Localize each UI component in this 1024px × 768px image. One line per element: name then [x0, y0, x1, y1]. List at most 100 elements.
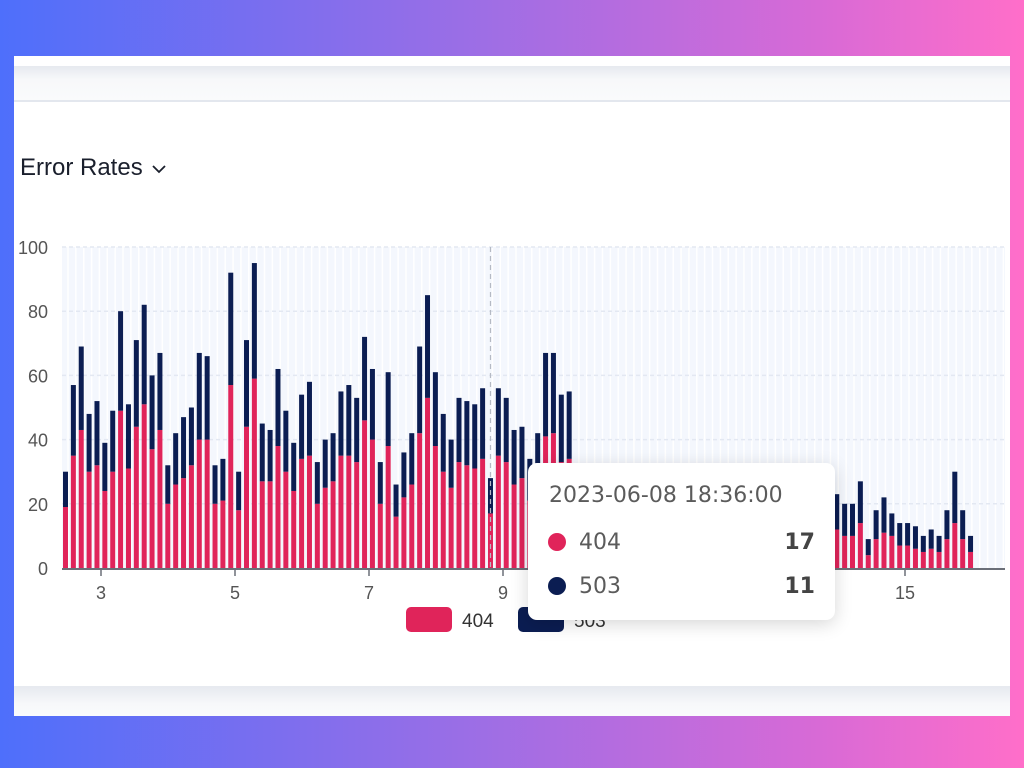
bar-503: [204, 356, 210, 440]
card-footer-band: [14, 686, 1010, 716]
bar-503: [330, 433, 336, 482]
bar-503: [322, 439, 328, 488]
bar-503: [857, 481, 863, 524]
bar-404: [519, 478, 525, 568]
bar-404: [889, 535, 895, 568]
bar-503: [63, 471, 68, 508]
bar-404: [401, 497, 407, 568]
bar-404: [905, 545, 911, 568]
bar-503: [912, 526, 918, 549]
bar-404: [472, 468, 478, 568]
tooltip-value: 11: [784, 573, 815, 599]
bar-503: [881, 497, 887, 533]
bar-404: [385, 446, 391, 568]
chart-title-dropdown[interactable]: Error Rates: [20, 154, 167, 182]
x-tick-label: 7: [364, 583, 374, 603]
bar-503: [181, 417, 187, 479]
bar-404: [417, 433, 423, 568]
bar-404: [188, 465, 194, 568]
bar-503: [472, 404, 478, 469]
bar-503: [78, 346, 84, 430]
tooltip-label: 503: [579, 573, 621, 599]
bar-503: [401, 452, 407, 498]
bar-503: [850, 503, 855, 536]
bar-503: [464, 401, 470, 466]
bar-404: [110, 471, 116, 568]
bar-404: [912, 548, 918, 568]
bar-503: [897, 523, 903, 546]
bar-503: [141, 304, 147, 405]
bar-404: [228, 385, 234, 568]
bar-404: [267, 481, 273, 568]
chevron-down-icon: [152, 165, 166, 174]
bar-404: [487, 513, 493, 568]
legend-swatch-404: [406, 607, 452, 632]
bar-404: [936, 551, 942, 568]
bar-503: [149, 375, 155, 450]
bar-404: [330, 481, 336, 568]
bar-404: [251, 378, 257, 568]
bar-404: [354, 462, 360, 568]
bar-404: [881, 532, 887, 568]
chart-title: Error Rates: [20, 154, 143, 181]
bar-503: [306, 381, 312, 456]
bar-503: [960, 510, 966, 540]
bar-503: [920, 535, 926, 552]
bar-404: [495, 455, 501, 568]
bar-503: [196, 352, 202, 440]
bar-404: [338, 455, 344, 568]
bar-503: [936, 535, 942, 552]
y-tick-label: 40: [28, 431, 48, 451]
bar-503: [440, 413, 446, 472]
bar-503: [905, 523, 911, 546]
bar-404: [897, 545, 903, 568]
bar-404: [968, 551, 974, 568]
bar-503: [417, 346, 423, 434]
bar-404: [299, 458, 305, 568]
bar-404: [850, 535, 855, 568]
bar-503: [236, 471, 242, 511]
bar-404: [432, 446, 438, 568]
bar-404: [503, 462, 509, 568]
bar-404: [204, 439, 210, 568]
y-tick-label: 0: [38, 559, 48, 579]
bar-404: [440, 471, 446, 568]
y-tick-label: 20: [28, 495, 48, 515]
bar-503: [550, 352, 556, 434]
bar-404: [393, 516, 399, 568]
bar-503: [385, 372, 391, 447]
bar-404: [78, 429, 84, 568]
bar-404: [511, 484, 517, 568]
bar-503: [432, 372, 438, 447]
bar-503: [212, 465, 218, 504]
bar-404: [181, 478, 187, 568]
bar-404: [70, 455, 76, 568]
bar-404: [283, 471, 289, 568]
legend-label-404: 404: [462, 611, 494, 632]
series-404-dot-icon: [548, 533, 566, 551]
bar-404: [960, 539, 966, 568]
bar-404: [464, 465, 470, 568]
bar-503: [865, 539, 871, 556]
bar-503: [511, 429, 517, 485]
tooltip-row-503: 503 11: [548, 571, 815, 601]
bar-503: [425, 295, 431, 398]
bar-404: [314, 503, 320, 568]
bar-404: [125, 468, 131, 568]
bar-503: [86, 413, 92, 472]
x-tick-label: 3: [96, 583, 106, 603]
bar-404: [236, 510, 242, 568]
bar-503: [314, 462, 320, 504]
bar-404: [133, 426, 139, 568]
tooltip-time: 2023-06-08 18:36:00: [549, 483, 783, 508]
bar-503: [480, 388, 486, 459]
y-tick-label: 60: [28, 366, 48, 386]
bar-404: [141, 404, 147, 568]
bar-404: [425, 397, 431, 568]
bar-503: [125, 404, 131, 469]
bar-404: [377, 503, 383, 568]
bar-503: [110, 410, 116, 472]
bar-503: [228, 272, 234, 386]
bar-404: [920, 551, 926, 568]
card-header-band: [14, 66, 1010, 102]
